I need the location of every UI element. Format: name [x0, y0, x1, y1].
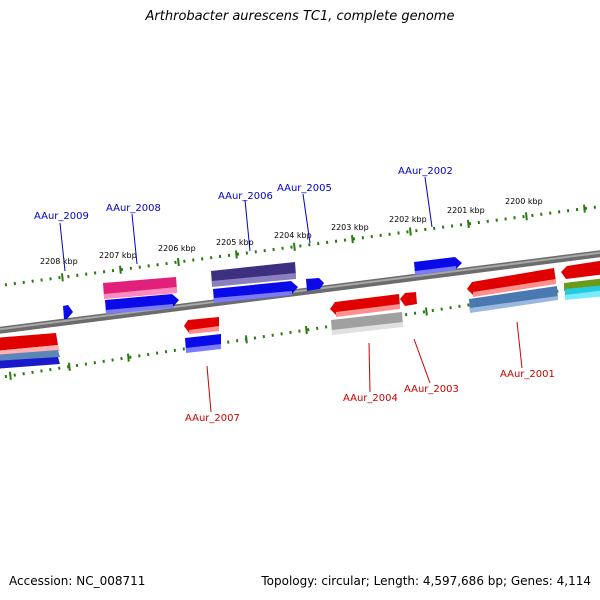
scale-label-2207: 2207 kbp	[99, 251, 137, 260]
gene-feature[interactable]	[104, 287, 177, 299]
gene-feature-aaur-2009[interactable]	[63, 305, 73, 319]
gene-labels-top: AAur_2009 AAur_2008 AAur_2006 AAur_2005 …	[34, 166, 453, 222]
gene-label-aaur-2002[interactable]: AAur_2002	[398, 166, 453, 177]
gene-feature-aaur-2008[interactable]	[103, 277, 177, 297]
gene-feature[interactable]	[565, 290, 600, 300]
gene-feature[interactable]	[0, 350, 60, 362]
gene-feature[interactable]	[0, 357, 60, 369]
scale-label-2208: 2208 kbp	[40, 257, 78, 266]
gene-feature[interactable]	[105, 294, 179, 313]
topology-label: Topology: circular; Length: 4,597,686 bp…	[261, 574, 591, 588]
scale-label-2203: 2203 kbp	[331, 223, 369, 232]
gene-feature[interactable]	[189, 326, 219, 334]
genome-title: Arthrobacter aurescens TC1, complete gen…	[145, 9, 455, 24]
gene-feature-aaur-2003[interactable]	[400, 292, 417, 306]
scale-label-2201: 2201 kbp	[447, 206, 485, 215]
gene-label-aaur-2006[interactable]: AAur_2006	[218, 191, 273, 202]
gene-feature-aaur-2005[interactable]	[306, 278, 324, 291]
scale-labels: 2208 kbp 2207 kbp 2206 kbp 2205 kbp 2204…	[40, 197, 543, 266]
gene-feature[interactable]	[473, 279, 556, 297]
scale-tick	[583, 204, 586, 213]
gene-feature[interactable]	[470, 296, 558, 313]
scale-tick	[119, 265, 122, 274]
gene-feature[interactable]	[331, 312, 403, 333]
scale-tick	[305, 325, 308, 335]
gene-label-aaur-2009[interactable]: AAur_2009	[34, 211, 89, 222]
gene-labels-bottom: AAur_2007 AAur_2004 AAur_2003 AAur_2001	[185, 369, 555, 424]
scale-label-2205: 2205 kbp	[216, 238, 254, 247]
scale-label-2204: 2204 kbp	[274, 231, 312, 240]
gene-label-aaur-2005[interactable]: AAur_2005	[277, 183, 332, 194]
scale-ruler-top	[0, 204, 600, 287]
accession-label: Accession: NC_008711	[9, 574, 146, 588]
scale-tick	[425, 307, 428, 316]
gene-label-aaur-2004[interactable]: AAur_2004	[343, 393, 398, 404]
scale-label-2206: 2206 kbp	[158, 244, 196, 253]
scale-tick	[177, 257, 180, 267]
gene-feature[interactable]	[0, 333, 58, 351]
gene-feature[interactable]	[561, 260, 600, 279]
gene-feature-aaur-2004[interactable]	[330, 294, 400, 315]
scale-tick	[235, 250, 238, 259]
gene-feature[interactable]	[212, 273, 296, 287]
scale-tick	[9, 371, 12, 380]
gene-features	[0, 257, 600, 369]
scale-tick	[467, 219, 470, 228]
gene-feature[interactable]	[186, 344, 221, 353]
scale-tick	[61, 273, 64, 282]
scale-tick	[68, 362, 71, 371]
scale-tick	[409, 227, 412, 236]
gene-label-aaur-2001[interactable]: AAur_2001	[500, 369, 555, 380]
gene-feature-aaur-2001[interactable]	[467, 268, 556, 295]
scale-tick	[525, 212, 528, 221]
label-leader-lines	[59, 176, 523, 413]
gene-feature[interactable]	[214, 291, 292, 303]
scale-tick	[351, 235, 354, 244]
genome-backbone	[0, 250, 600, 334]
gene-label-aaur-2003[interactable]: AAur_2003	[404, 384, 459, 395]
gene-feature[interactable]	[106, 304, 173, 314]
scale-label-2200: 2200 kbp	[505, 197, 543, 206]
scale-label-2202: 2202 kbp	[389, 215, 427, 224]
scale-tick	[127, 353, 130, 362]
gene-feature[interactable]	[332, 322, 403, 335]
gene-feature[interactable]	[415, 266, 456, 275]
scale-tick	[293, 242, 296, 251]
scale-tick	[245, 335, 248, 344]
gene-label-aaur-2007[interactable]: AAur_2007	[185, 413, 240, 424]
gene-label-aaur-2008[interactable]: AAur_2008	[106, 203, 161, 214]
gene-feature[interactable]	[336, 304, 400, 317]
